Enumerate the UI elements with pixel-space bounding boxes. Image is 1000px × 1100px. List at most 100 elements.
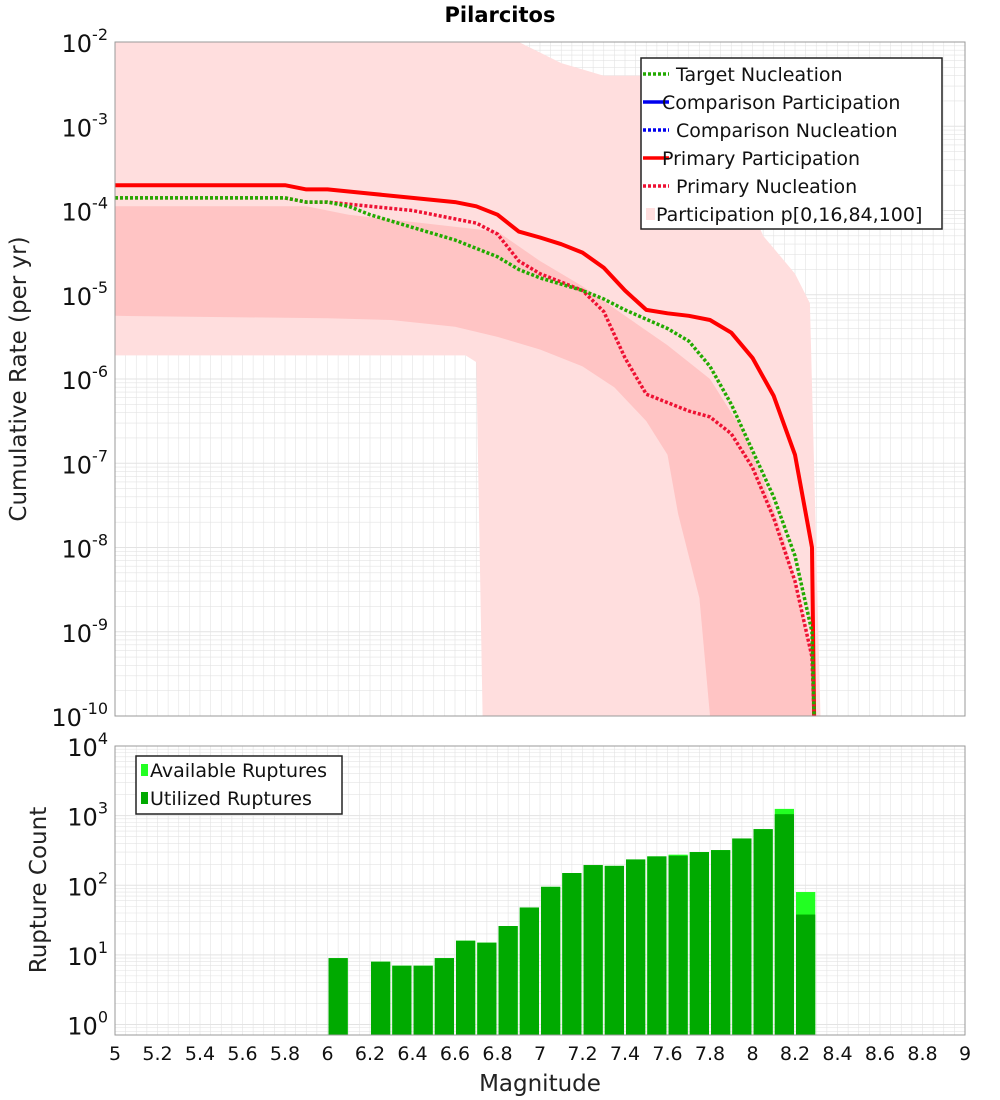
- y-tick-exponent: -6: [92, 362, 108, 381]
- x-tick-label: 9: [959, 1043, 971, 1065]
- y-tick-label: 10-6: [62, 362, 109, 395]
- y-tick-exponent: 0: [98, 1008, 108, 1027]
- x-tick-label: 7: [534, 1043, 546, 1065]
- y-tick-exponent: 2: [98, 868, 108, 887]
- x-tick-label: 5: [109, 1043, 121, 1065]
- x-tick-label: 7.6: [652, 1043, 682, 1065]
- y-tick-base: 10: [51, 704, 82, 732]
- y-tick-base: 10: [62, 451, 93, 479]
- bottom-legend: Available Ruptures Utilized Ruptures: [135, 755, 343, 815]
- utilized-bar: [371, 961, 391, 1035]
- y-tick-exponent: 4: [98, 729, 108, 748]
- y-tick-base: 10: [67, 1013, 98, 1041]
- x-tick-label: 5.8: [270, 1043, 300, 1065]
- utilized-bar: [604, 865, 624, 1035]
- top-plot-frame: [114, 41, 966, 717]
- x-tick-label: 7.8: [695, 1043, 725, 1065]
- chart-title: Pilarcitos: [445, 3, 556, 27]
- x-tick-label: 8: [746, 1043, 758, 1065]
- utilized-bar: [711, 850, 731, 1035]
- y-tick-base: 10: [62, 283, 93, 311]
- legend-label: Comparison Participation: [662, 92, 900, 114]
- x-tick-label: 7.2: [567, 1043, 597, 1065]
- x-tick-label: 5.4: [185, 1043, 215, 1065]
- y-tick-label: 102: [67, 868, 108, 901]
- series-line-target-nucleation: [115, 196, 816, 717]
- series-line-primary-nucleation: [115, 196, 816, 717]
- legend-label: Available Ruptures: [150, 760, 327, 782]
- y-tick-exponent: 1: [98, 938, 108, 957]
- utilized-bar: [413, 965, 433, 1035]
- y-tick-exponent: -5: [92, 278, 108, 297]
- series-line-primary-participation: [115, 183, 817, 717]
- y-tick-base: 10: [62, 536, 93, 564]
- utilized-bar: [562, 873, 582, 1035]
- y-tick-label: 10-9: [62, 615, 109, 648]
- utilized-bar: [626, 859, 646, 1035]
- legend-swatch: [141, 764, 148, 776]
- bottom-legend-box: [135, 755, 343, 815]
- top-y-axis-label: Cumulative Rate (per yr): [6, 236, 32, 521]
- bottom-plot-frame: [114, 745, 966, 1036]
- x-tick-label: 5.6: [227, 1043, 257, 1065]
- y-tick-exponent: -10: [82, 699, 108, 718]
- utilized-bar: [477, 942, 497, 1035]
- utilized-bar: [434, 958, 454, 1035]
- x-tick-label: 6: [321, 1043, 333, 1065]
- legend-label: Comparison Nucleation: [676, 120, 898, 142]
- x-tick-labels: 5 5.2 5.4 5.6 5.8 6 6.2 6.4 6.6 6.8 7 7.2 7.4 7.6 7.8 8…: [109, 1043, 971, 1065]
- top-legend: Target Nucleation Comparison Participatio…: [640, 57, 943, 230]
- y-tick-exponent: -8: [92, 531, 108, 550]
- utilized-bar: [519, 907, 539, 1035]
- y-tick-label: 10-4: [62, 194, 109, 227]
- y-tick-base: 10: [67, 804, 98, 832]
- rate-curves: [115, 183, 817, 717]
- y-tick-label: 104: [67, 729, 108, 762]
- y-tick-base: 10: [62, 199, 93, 227]
- y-tick-exponent: -2: [92, 25, 108, 44]
- y-tick-exponent: -4: [92, 194, 108, 213]
- utilized-bar: [732, 838, 752, 1035]
- x-tick-label: 8.2: [780, 1043, 810, 1065]
- y-tick-label: 103: [67, 799, 108, 832]
- utilized-bar: [541, 886, 561, 1035]
- x-axis-label: Magnitude: [479, 1071, 601, 1097]
- utilized-bar: [328, 958, 348, 1035]
- y-tick-base: 10: [62, 367, 93, 395]
- y-tick-label: 10-5: [62, 278, 109, 311]
- y-tick-label: 10-10: [51, 699, 108, 732]
- legend-swatch: [646, 208, 655, 220]
- utilized-bar: [668, 855, 688, 1035]
- y-tick-exponent: -7: [92, 446, 108, 465]
- y-tick-exponent: 3: [98, 799, 108, 818]
- utilized-bar: [498, 926, 518, 1035]
- x-tick-label: 8.6: [865, 1043, 895, 1065]
- legend-label: Participation p[0,16,84,100]: [656, 204, 922, 226]
- x-tick-label: 8.4: [822, 1043, 852, 1065]
- x-tick-label: 6.4: [397, 1043, 427, 1065]
- x-tick-label: 6.2: [355, 1043, 385, 1065]
- rupture-count-bars: [328, 808, 816, 1035]
- utilized-bar: [647, 856, 667, 1035]
- y-tick-label: 10-3: [62, 109, 109, 142]
- participation-band-inner: [115, 206, 817, 717]
- x-tick-label: 6.8: [482, 1043, 512, 1065]
- y-tick-label: 10-2: [62, 25, 109, 58]
- y-tick-base: 10: [62, 30, 93, 58]
- utilized-bar: [583, 865, 603, 1035]
- x-tick-label: 5.2: [142, 1043, 172, 1065]
- y-tick-exponent: -9: [92, 615, 108, 634]
- bottom-y-axis-label: Rupture Count: [26, 807, 52, 973]
- x-tick-label: 6.6: [440, 1043, 470, 1065]
- utilized-bar: [689, 852, 709, 1035]
- legend-label: Primary Participation: [662, 148, 860, 170]
- y-tick-base: 10: [67, 873, 98, 901]
- legend-label: Utilized Ruptures: [150, 788, 312, 810]
- utilized-bar: [392, 965, 412, 1035]
- top-y-tick-labels: 10-210-310-410-510-610-710-810-910-10: [51, 25, 108, 732]
- legend-label: Primary Nucleation: [676, 176, 857, 198]
- legend-swatch: [141, 792, 148, 804]
- y-tick-label: 10-7: [62, 446, 109, 479]
- y-tick-label: 100: [67, 1008, 108, 1041]
